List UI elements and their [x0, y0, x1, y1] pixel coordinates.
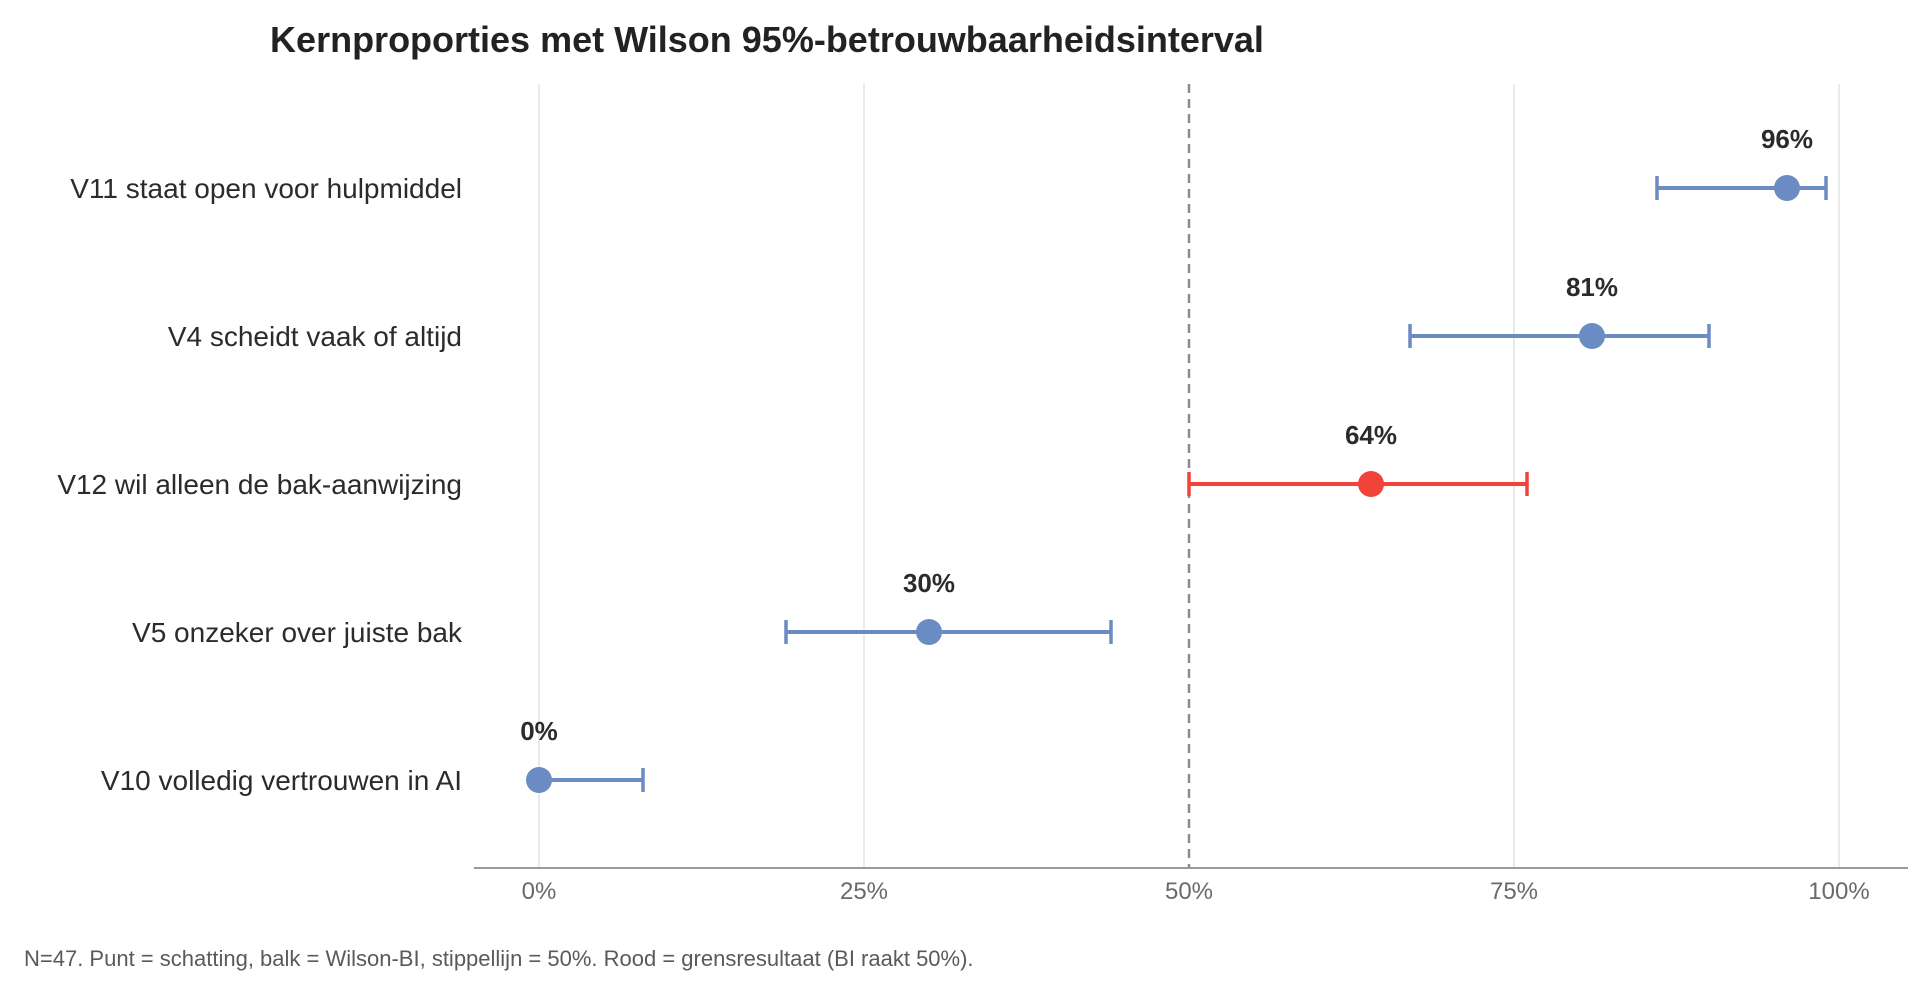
category-label: V10 volledig vertrouwen in AI: [101, 765, 462, 796]
value-label: 30%: [903, 568, 955, 598]
value-label: 0%: [520, 716, 558, 746]
category-label: V12 wil alleen de bak-aanwijzing: [57, 469, 462, 500]
category-label: V5 onzeker over juiste bak: [132, 617, 463, 648]
x-tick-label: 50%: [1165, 878, 1213, 905]
chart-title: Kernproporties met Wilson 95%-betrouwbaa…: [270, 19, 1264, 60]
x-axis: 0% 25% 50% 75% 100%: [474, 867, 1908, 905]
estimate-point: [1358, 471, 1384, 497]
data-marks: 96% 81% 64% 30% 0%: [520, 124, 1828, 793]
x-tick-label: 100%: [1808, 878, 1869, 905]
x-tick-label: 25%: [840, 878, 888, 905]
estimate-point: [526, 767, 552, 793]
x-tick-label: 75%: [1490, 878, 1538, 905]
value-label: 81%: [1566, 272, 1618, 302]
category-label: V11 staat open voor hulpmiddel: [70, 173, 462, 204]
estimate-point: [1579, 323, 1605, 349]
value-label: 96%: [1761, 124, 1813, 154]
x-tick-label: 0%: [522, 878, 557, 905]
chart-footnote: N=47. Punt = schatting, balk = Wilson-BI…: [24, 946, 974, 971]
estimate-point: [916, 619, 942, 645]
grid-layer: [538, 84, 1840, 868]
value-label: 64%: [1345, 420, 1397, 450]
estimate-point: [1774, 175, 1800, 201]
category-labels: V11 staat open voor hulpmiddel V4 scheidt…: [57, 173, 463, 796]
category-label: V4 scheidt vaak of altijd: [168, 321, 462, 352]
